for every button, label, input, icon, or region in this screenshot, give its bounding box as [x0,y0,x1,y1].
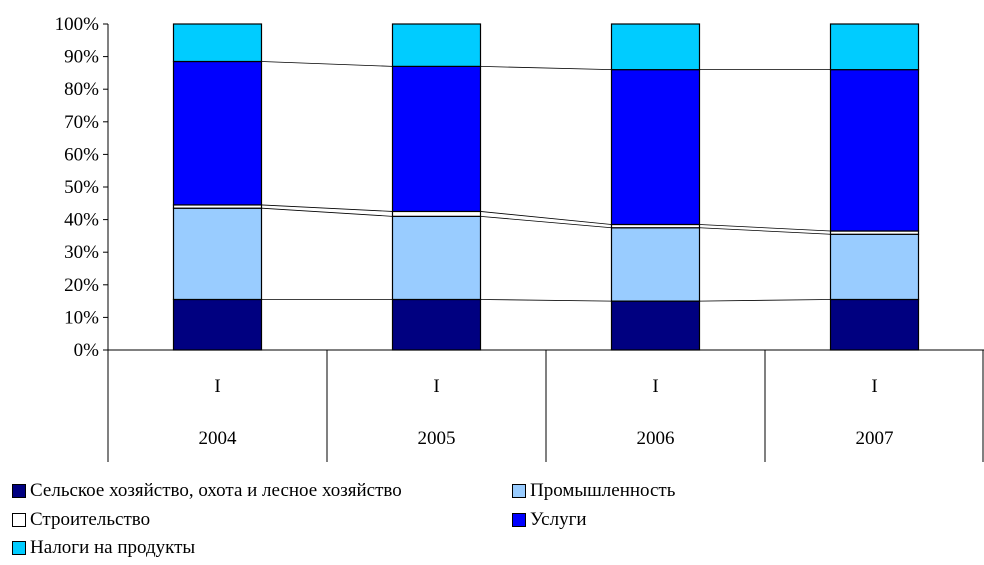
legend-label: Сельское хозяйство, охота и лесное хозяй… [30,480,402,501]
y-tick-label: 0% [74,340,100,361]
legend-swatch [12,541,26,555]
legend-item-services: Услуги [512,509,587,531]
y-tick-label: 30% [64,242,99,263]
y-tick-label: 60% [64,144,99,165]
legend-swatch [512,513,526,527]
series-line [261,207,393,217]
legend-label: Промышленность [530,480,676,501]
series-connector-lines [261,61,831,302]
x-subcategory-label: I [652,376,658,397]
y-axis: 0% 10% 20% 30% 40% 50% 60% 70% 80% 90% 100% [55,14,109,361]
legend-item-agriculture: Сельское хозяйство, охота и лесное хозяй… [12,480,402,502]
stacked-bar-chart: 0%10%20%30%40%50%60%70%80%90%100% I2004I… [55,14,984,462]
y-tick-label: 50% [64,177,99,198]
series-line [480,215,612,229]
x-category-label: 2006 [637,428,675,449]
x-category-label: 2004 [199,428,238,449]
bar-segment [391,210,482,217]
bar-segment [829,298,920,351]
y-tick-label: 70% [64,112,99,133]
bar-segment [391,65,482,213]
bar-segment [610,69,701,226]
series-line [480,211,612,225]
bar-segment [829,233,920,301]
y-tick-label: 10% [64,307,99,328]
legend-item-industry: Промышленность [512,480,675,502]
bar-segment [391,298,482,351]
x-axis: I 2004 I 2005 I 2006 I 2007 [107,349,984,462]
bar-segment [610,23,701,71]
series-line [699,224,831,232]
bar-segment [172,298,263,351]
series-line [261,61,393,67]
legend-label: Услуги [530,509,587,530]
series-line [480,299,612,302]
y-tick-label: 90% [64,47,99,68]
x-subcategory-label: I [433,376,439,397]
legend-swatch [12,484,26,498]
y-tick-label: 20% [64,275,99,296]
legend-item-taxes: Налоги на продукты [12,537,195,559]
series-line [699,299,831,302]
bar-segment [829,23,920,71]
legend-label: Налоги на продукты [30,537,196,558]
x-subcategory-label: I [214,376,220,397]
y-tick-label: 40% [64,210,99,231]
legend-swatch [12,513,26,527]
bar-segment [172,23,263,63]
legend-item-construction: Строительство [12,509,150,531]
y-tick-label: 100% [55,14,100,35]
bars [172,23,920,351]
legend-label: Строительство [30,509,151,530]
bar-segment [391,23,482,67]
legend-swatch [512,484,526,498]
y-tick-label: 80% [64,79,99,100]
series-line [699,227,831,235]
series-line [480,65,612,71]
x-category-label: 2005 [418,428,456,449]
x-subcategory-label: I [871,376,877,397]
bar-segment [172,60,263,206]
bar-segment [391,215,482,301]
bar-segment [610,300,701,351]
bar-segment [829,69,920,232]
bar-segment [172,207,263,301]
series-line [261,204,393,212]
bar-segment [610,227,701,302]
x-category-label: 2007 [856,428,894,449]
